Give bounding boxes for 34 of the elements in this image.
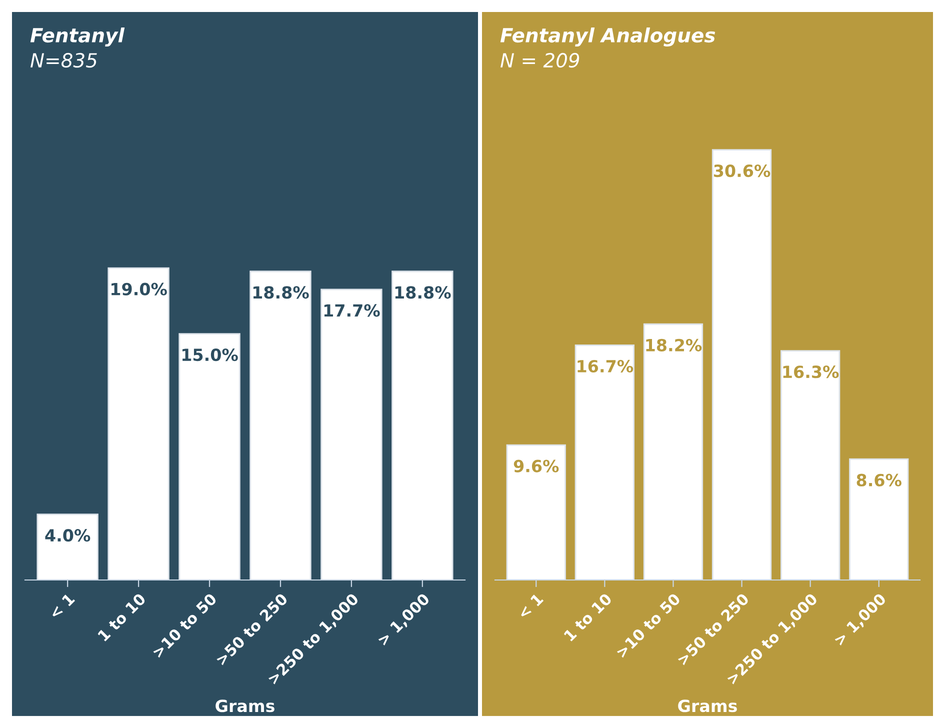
bar [506, 444, 566, 580]
bar [712, 149, 772, 580]
data-label: 4.0% [45, 529, 90, 542]
bar [320, 288, 382, 580]
text: N = 209 [500, 52, 580, 68]
bar [178, 333, 240, 580]
bar [36, 514, 98, 580]
bar [643, 323, 704, 580]
text: Fentanyl Analogues [500, 28, 716, 46]
x-tick-label: 1 to 10 [563, 592, 613, 642]
data-label: 15.0% [182, 348, 238, 362]
bar [108, 267, 170, 580]
data-label: 18.8% [253, 286, 309, 299]
data-label: 16.3% [783, 366, 839, 378]
data-label: 30.6% [714, 164, 770, 178]
bar [250, 270, 312, 580]
x-tick-label: < 1 [517, 592, 544, 620]
text: N=835 [30, 52, 97, 68]
data-label: 18.2% [646, 338, 702, 352]
x-axis-title: Grams [216, 700, 274, 712]
bar [780, 350, 840, 580]
x-tick-label: 1 to 10 [97, 592, 146, 642]
bar [392, 270, 454, 580]
x-tick-label: < 1 [48, 592, 76, 620]
data-label: 17.7% [324, 304, 380, 317]
data-label: 9.6% [514, 460, 559, 472]
x-axis-title: Grams [678, 700, 737, 712]
bar [574, 344, 635, 580]
data-label: 8.6% [856, 474, 902, 486]
data-label: 16.7% [578, 360, 634, 373]
bar [849, 458, 909, 580]
data-label: 19.0% [112, 282, 167, 296]
data-label: 18.8% [395, 286, 451, 299]
text: Fentanyl [30, 28, 125, 46]
